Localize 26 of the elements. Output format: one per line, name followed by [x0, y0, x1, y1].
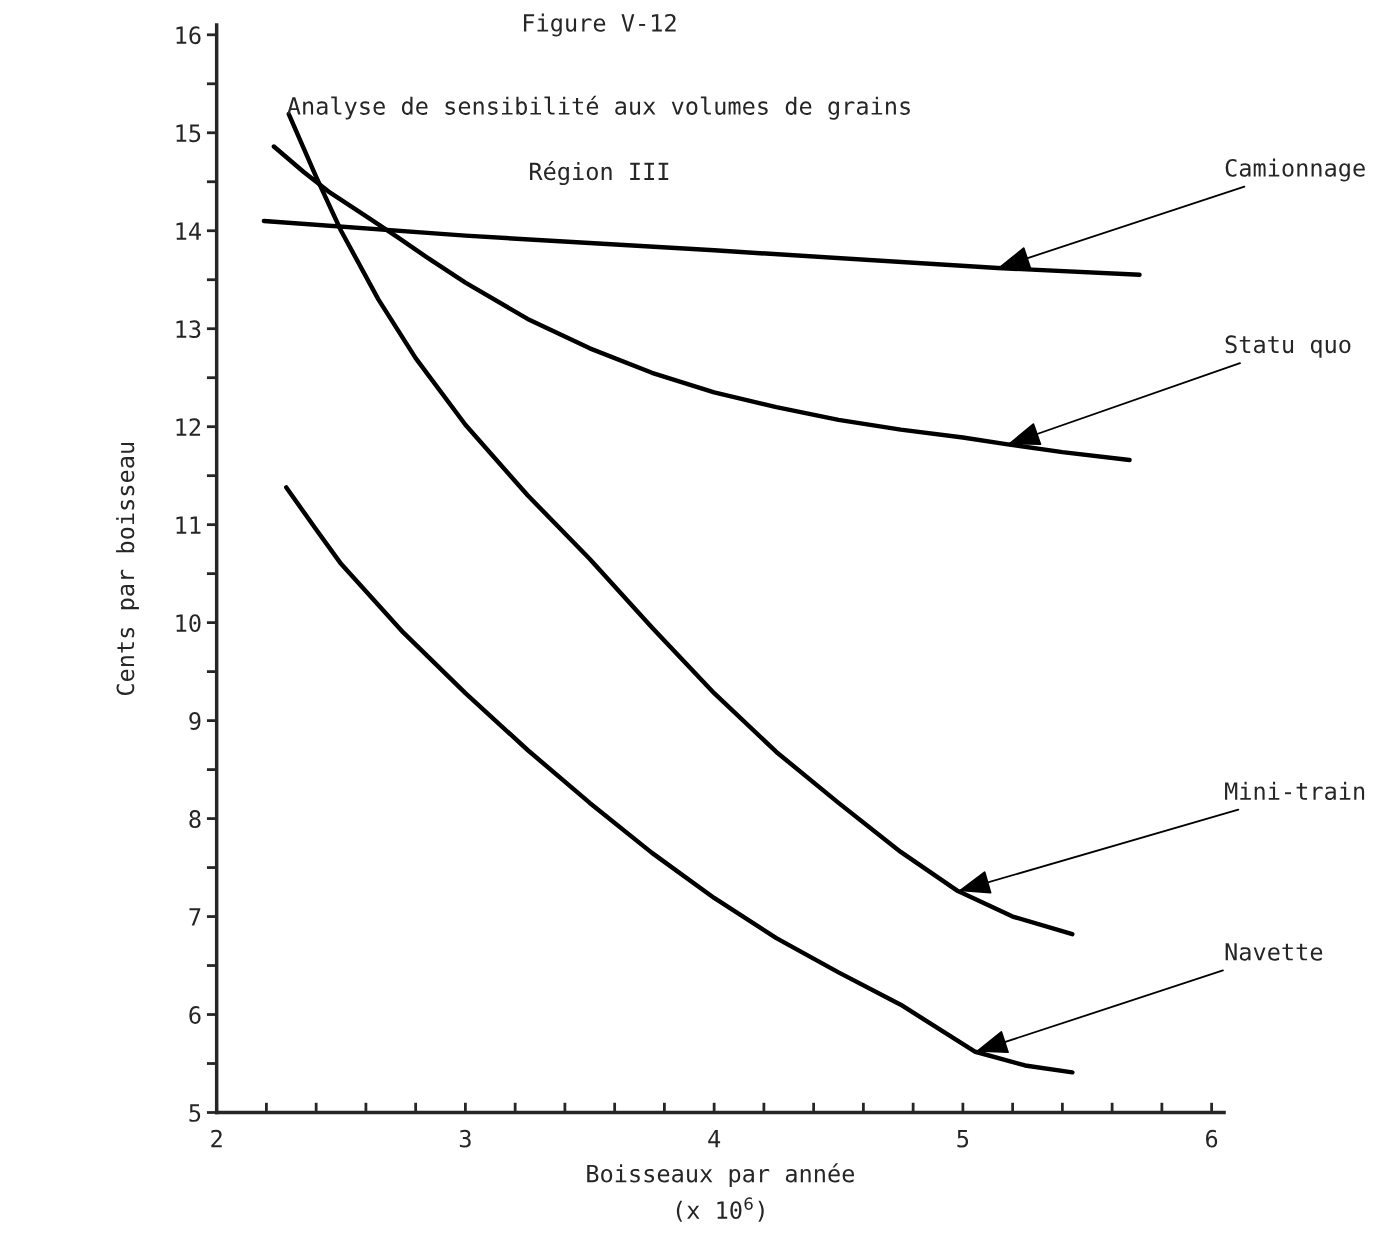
x-axis-title: Boisseaux par année (x 10$^{6}$) [587, 1163, 855, 1222]
y-axis-title: Cents par boisseau [116, 442, 139, 696]
y-tick-label: 11 [176, 516, 201, 534]
chart-title: Figure V-12 [523, 13, 676, 37]
text: Analyse de sensibilité aux volumes de grains Région III [287, 95, 910, 186]
annotation: Statu quo [1225, 335, 1351, 358]
y-tick-label: 15 [176, 124, 201, 143]
y-tick-label: 9 [189, 712, 201, 730]
line-series [284, 485, 1075, 1075]
annotation: Navette [1225, 943, 1323, 961]
y-tick-label: 13 [176, 320, 201, 339]
x-tick-label: 3 [459, 1129, 471, 1148]
y-tick-label: 5 [189, 1104, 201, 1122]
y-tick-label: 6 [189, 1006, 201, 1024]
annotation: Mini-train [1225, 781, 1365, 801]
x-tick-label: 4 [708, 1130, 721, 1148]
x-tick-label: 6 [1206, 1129, 1218, 1148]
y-tick-label: 8 [189, 810, 201, 828]
y-tick-label: 14 [176, 222, 201, 240]
x-tick-label: 2 [211, 1129, 222, 1148]
annotation: Camionnage [1225, 158, 1365, 182]
y-tick-label: 12 [176, 418, 201, 436]
y-tick-label: 16 [176, 26, 201, 45]
y-tick-label: 10 [176, 614, 201, 632]
y-tick-label: 7 [189, 908, 201, 926]
x-tick-label: 5 [957, 1130, 969, 1148]
